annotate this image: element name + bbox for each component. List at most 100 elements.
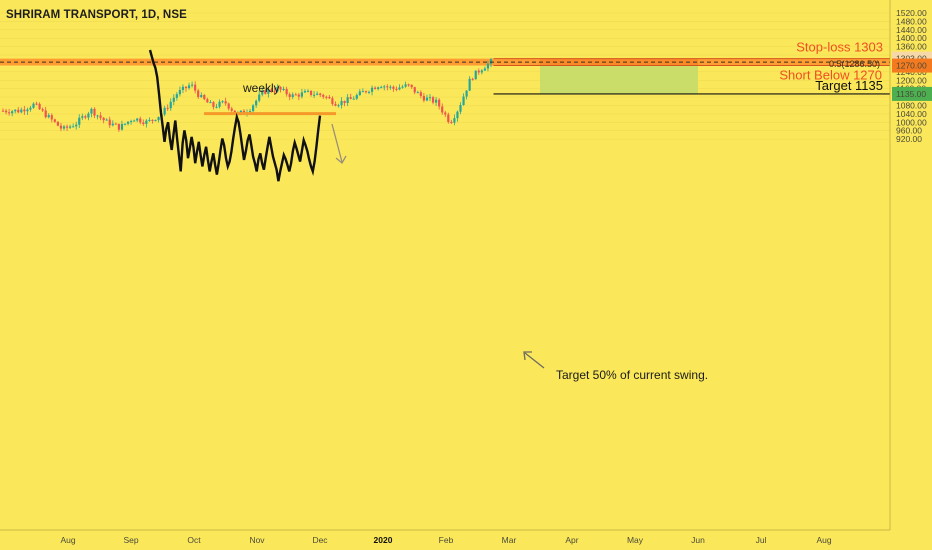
candle[interactable] bbox=[270, 87, 273, 93]
candle[interactable] bbox=[355, 93, 358, 101]
price-axis[interactable]: 920.00960.001000.001040.001080.001120.00… bbox=[889, 0, 932, 550]
candle[interactable] bbox=[331, 96, 334, 106]
candle[interactable] bbox=[438, 98, 441, 110]
candle[interactable] bbox=[59, 122, 63, 132]
candle[interactable] bbox=[343, 100, 346, 107]
candle[interactable] bbox=[35, 101, 38, 106]
candle[interactable] bbox=[184, 86, 188, 92]
candle[interactable] bbox=[142, 119, 145, 126]
candle[interactable] bbox=[300, 88, 303, 99]
candle[interactable] bbox=[370, 85, 374, 96]
candle[interactable] bbox=[166, 104, 169, 111]
candle[interactable] bbox=[306, 89, 310, 93]
candle[interactable] bbox=[99, 112, 102, 121]
candle[interactable] bbox=[105, 118, 108, 121]
candle[interactable] bbox=[267, 86, 270, 98]
candle[interactable] bbox=[480, 69, 483, 75]
candle[interactable] bbox=[471, 77, 474, 81]
candle[interactable] bbox=[148, 117, 151, 122]
candle[interactable] bbox=[29, 105, 32, 112]
candle[interactable] bbox=[117, 123, 120, 132]
candle[interactable] bbox=[288, 92, 291, 101]
candle[interactable] bbox=[383, 84, 386, 91]
candle[interactable] bbox=[459, 102, 462, 115]
candle[interactable] bbox=[93, 107, 96, 119]
candle[interactable] bbox=[456, 110, 459, 122]
time-axis[interactable]: Aug Sep Oct Nov Dec 2020 Feb Mar Apr May Jun Jul Aug bbox=[0, 529, 890, 545]
candle[interactable] bbox=[133, 119, 136, 122]
candle[interactable] bbox=[32, 102, 35, 109]
candle[interactable] bbox=[17, 107, 20, 114]
candle[interactable] bbox=[291, 92, 294, 100]
candle[interactable] bbox=[401, 84, 404, 89]
candle[interactable] bbox=[419, 90, 422, 99]
candles[interactable] bbox=[1, 57, 493, 132]
candle[interactable] bbox=[474, 70, 477, 80]
candle[interactable] bbox=[303, 89, 307, 94]
candle[interactable] bbox=[224, 97, 227, 106]
candle[interactable] bbox=[56, 121, 59, 127]
candle[interactable] bbox=[209, 100, 212, 104]
candle[interactable] bbox=[102, 117, 105, 124]
candle[interactable] bbox=[72, 123, 75, 128]
candle[interactable] bbox=[218, 99, 221, 109]
candle[interactable] bbox=[175, 92, 178, 101]
candle[interactable] bbox=[84, 114, 87, 120]
candle[interactable] bbox=[203, 94, 206, 101]
candle[interactable] bbox=[200, 92, 203, 98]
candle[interactable] bbox=[136, 117, 139, 123]
candle[interactable] bbox=[187, 82, 191, 90]
candle[interactable] bbox=[14, 109, 17, 114]
candle[interactable] bbox=[294, 92, 297, 96]
candle[interactable] bbox=[468, 76, 471, 92]
candle[interactable] bbox=[41, 107, 44, 113]
candle[interactable] bbox=[416, 90, 419, 94]
candle[interactable] bbox=[139, 116, 142, 125]
candle[interactable] bbox=[123, 123, 127, 126]
candle[interactable] bbox=[26, 107, 29, 115]
candle[interactable] bbox=[422, 92, 425, 103]
candle[interactable] bbox=[11, 109, 14, 117]
candle[interactable] bbox=[111, 120, 114, 127]
candle[interactable] bbox=[462, 93, 465, 106]
candle[interactable] bbox=[157, 116, 160, 123]
candle[interactable] bbox=[453, 114, 456, 126]
candle[interactable] bbox=[255, 99, 258, 108]
candle[interactable] bbox=[313, 91, 316, 99]
candle[interactable] bbox=[197, 88, 200, 99]
candle[interactable] bbox=[450, 119, 453, 124]
candle[interactable] bbox=[44, 106, 47, 119]
candle[interactable] bbox=[230, 106, 233, 113]
candle[interactable] bbox=[81, 113, 84, 121]
candle[interactable] bbox=[154, 119, 157, 122]
candle[interactable] bbox=[264, 89, 267, 95]
candle[interactable] bbox=[23, 106, 26, 115]
candle[interactable] bbox=[273, 87, 276, 94]
candle[interactable] bbox=[8, 108, 11, 116]
candle[interactable] bbox=[53, 118, 56, 123]
candle[interactable] bbox=[398, 84, 401, 91]
candle[interactable] bbox=[130, 119, 133, 125]
candle[interactable] bbox=[441, 103, 444, 115]
candle[interactable] bbox=[4, 108, 8, 115]
candle[interactable] bbox=[325, 95, 328, 100]
candle[interactable] bbox=[178, 86, 181, 97]
candle[interactable] bbox=[334, 101, 337, 107]
candle[interactable] bbox=[87, 111, 90, 121]
candle[interactable] bbox=[428, 94, 432, 102]
candle[interactable] bbox=[486, 60, 490, 72]
candle[interactable] bbox=[319, 92, 322, 97]
candle[interactable] bbox=[358, 88, 361, 96]
candle[interactable] bbox=[447, 112, 450, 124]
candle[interactable] bbox=[20, 107, 23, 114]
candle[interactable] bbox=[90, 107, 93, 118]
candle[interactable] bbox=[62, 124, 66, 131]
candle[interactable] bbox=[444, 110, 447, 118]
candle[interactable] bbox=[367, 90, 371, 95]
candle[interactable] bbox=[285, 86, 288, 97]
candle[interactable] bbox=[410, 84, 413, 89]
candle[interactable] bbox=[425, 94, 429, 102]
candle[interactable] bbox=[120, 120, 124, 131]
candle[interactable] bbox=[276, 84, 279, 93]
candle[interactable] bbox=[172, 94, 175, 106]
